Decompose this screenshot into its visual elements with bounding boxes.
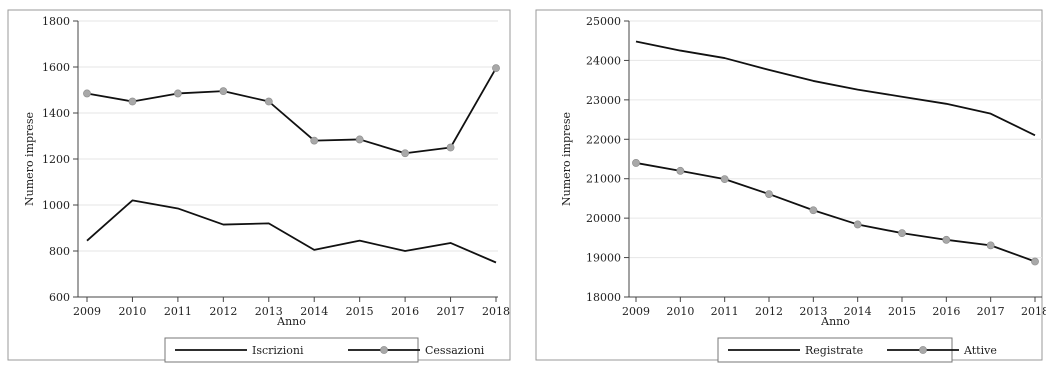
data-point	[128, 97, 137, 106]
legend-marker	[380, 346, 388, 354]
y-tick-label: 1000	[42, 199, 70, 212]
y-tick-label: 23000	[586, 94, 621, 107]
x-tick-label: 2015	[888, 305, 916, 318]
data-point	[809, 206, 818, 215]
data-point	[942, 235, 951, 244]
x-axis-title: Anno	[820, 315, 850, 328]
data-point	[676, 166, 685, 175]
data-point	[83, 89, 91, 98]
chart-panel-right: 18000 19000 20000 21000 22000 23000 24000 25000…	[530, 0, 1046, 372]
x-tick-label: 2009	[622, 305, 650, 318]
series-line-attive	[635, 162, 1036, 263]
y-tick-label: 800	[49, 245, 70, 258]
data-point	[264, 97, 273, 106]
x-tick-label: 2010	[666, 305, 694, 318]
legend-marker	[919, 346, 927, 354]
y-tick-label: 600	[49, 291, 70, 304]
y-tick-label: 20000	[586, 212, 621, 225]
data-point	[310, 136, 319, 145]
series-line-registrate	[635, 40, 1036, 137]
legend-label: Iscrizioni	[252, 344, 304, 357]
y-tick-label: 21000	[586, 173, 621, 186]
data-point	[173, 89, 182, 98]
x-tick-label: 2009	[73, 305, 101, 318]
x-tick-label: 2011	[164, 305, 192, 318]
legend-label: Registrate	[805, 344, 863, 357]
y-axis-title: Numero imprese	[23, 112, 36, 206]
y-tick-label: 1800	[42, 15, 70, 28]
x-tick-label: 2016	[391, 305, 419, 318]
data-point	[446, 143, 455, 152]
y-tick-label: 1200	[42, 153, 70, 166]
y-tick-label: 1600	[42, 61, 70, 74]
y-tick-label: 25000	[586, 15, 621, 28]
chart-iscrizioni-cessazioni: 600 800 1000 1200 1400 1600 1800 2009 2010 2011 20…	[7, 9, 511, 363]
x-tick-label: 2014	[844, 305, 872, 318]
x-tick-label: 2017	[437, 305, 465, 318]
data-point	[632, 159, 640, 167]
series-line-cessazioni	[86, 67, 497, 155]
data-point	[765, 190, 773, 198]
x-tick-label: 2011	[711, 305, 739, 318]
x-tick-label: 2014	[300, 305, 328, 318]
data-point	[492, 64, 500, 73]
data-point	[853, 220, 862, 229]
legend-label: Attive	[963, 344, 997, 357]
y-axis-title: Numero imprese	[560, 112, 573, 206]
data-point	[986, 241, 995, 250]
series-line-iscrizioni	[86, 199, 497, 264]
legend-label: Cessazioni	[425, 344, 485, 357]
x-tick-label: 2015	[346, 305, 374, 318]
graph-frame	[535, 9, 1043, 361]
x-tick-label: 2017	[977, 305, 1005, 318]
x-tick-label: 2010	[118, 305, 146, 318]
y-tick-label: 24000	[586, 54, 621, 67]
chart-panel-left: 600 800 1000 1200 1400 1600 1800 2009 2010 2011 20…	[0, 0, 520, 372]
x-tick-label: 2018	[482, 305, 510, 318]
data-point	[898, 229, 906, 238]
x-axis-title: Anno	[276, 315, 306, 328]
x-tick-label: 2013	[255, 305, 283, 318]
graph-frame	[7, 9, 511, 361]
data-point	[720, 175, 729, 184]
y-tick-label: 1400	[42, 107, 70, 120]
x-tick-label: 2013	[799, 305, 827, 318]
data-point	[219, 87, 228, 96]
y-tick-label: 18000	[586, 291, 621, 304]
data-point	[355, 135, 364, 144]
x-tick-label: 2018	[1021, 305, 1046, 318]
y-tick-label: 19000	[586, 252, 621, 265]
data-point	[1031, 257, 1039, 266]
x-tick-label: 2012	[755, 305, 783, 318]
data-point	[401, 149, 410, 158]
x-tick-label: 2012	[209, 305, 237, 318]
x-tick-label: 2016	[932, 305, 960, 318]
chart-registrate-attive: 18000 19000 20000 21000 22000 23000 24000 25000…	[535, 9, 1046, 363]
y-tick-label: 22000	[586, 133, 621, 146]
